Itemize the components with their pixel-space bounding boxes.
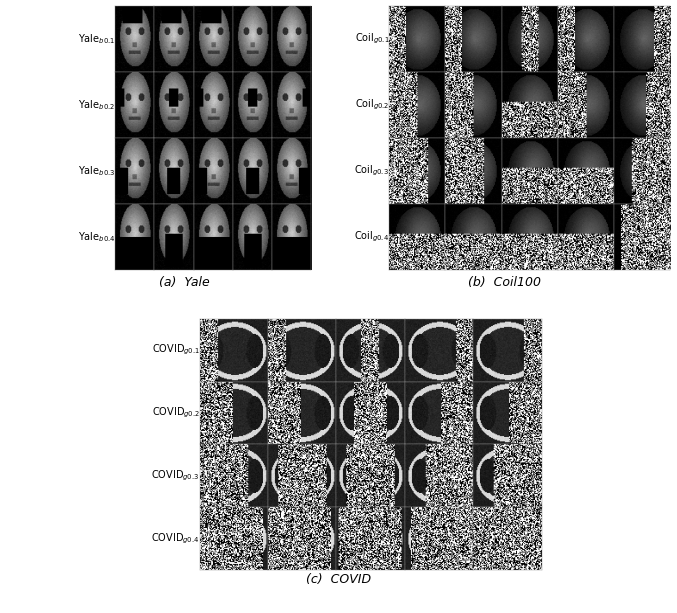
Text: (b)  Coil100: (b) Coil100 [468, 276, 541, 289]
Text: COVID$_{g0.1}$: COVID$_{g0.1}$ [152, 343, 200, 357]
Text: (a)  Yale: (a) Yale [159, 276, 210, 289]
Text: Yale$_{b0.1}$: Yale$_{b0.1}$ [78, 32, 115, 46]
Text: COVID$_{g0.3}$: COVID$_{g0.3}$ [152, 469, 200, 483]
Text: Coil$_{g0.4}$: Coil$_{g0.4}$ [354, 230, 389, 244]
Text: Yale$_{b0.4}$: Yale$_{b0.4}$ [78, 230, 115, 244]
Text: Yale$_{b0.3}$: Yale$_{b0.3}$ [78, 164, 115, 178]
Text: Coil$_{g0.1}$: Coil$_{g0.1}$ [355, 32, 389, 46]
Text: COVID$_{g0.4}$: COVID$_{g0.4}$ [151, 531, 200, 546]
Text: Coil$_{g0.2}$: Coil$_{g0.2}$ [355, 98, 389, 112]
Text: (c)  COVID: (c) COVID [306, 573, 371, 586]
Text: Yale$_{b0.2}$: Yale$_{b0.2}$ [79, 98, 115, 112]
Text: Coil$_{g0.3}$: Coil$_{g0.3}$ [354, 164, 389, 178]
Text: COVID$_{g0.2}$: COVID$_{g0.2}$ [152, 406, 200, 420]
